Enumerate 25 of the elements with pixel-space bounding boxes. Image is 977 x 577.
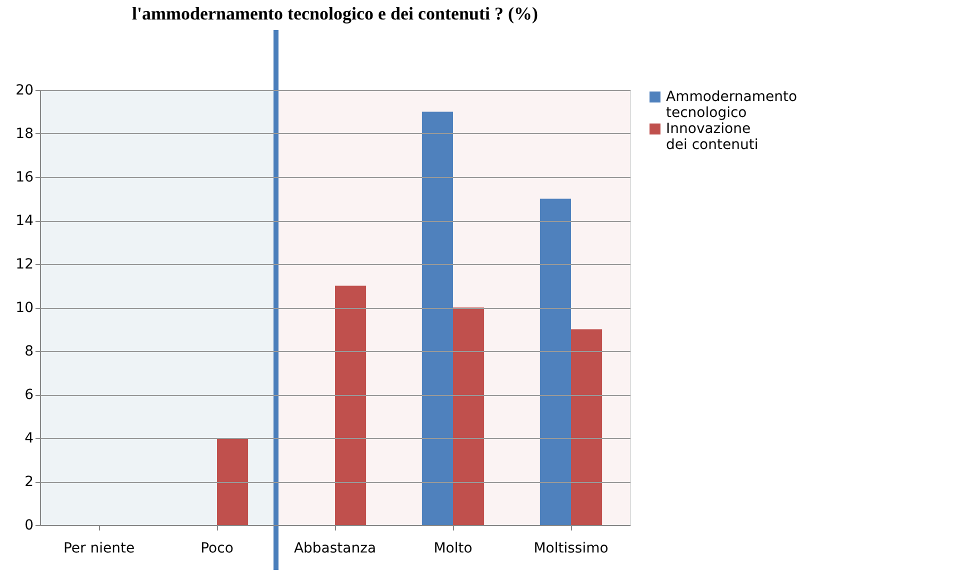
x-tick-label: Abbastanza [294,540,376,556]
y-tick-label: 14 [16,213,34,229]
bar [217,438,248,525]
legend-label: Innovazione dei contenuti [666,121,758,153]
x-tick-label: Per niente [63,540,135,556]
bar [335,286,366,525]
chart-title: l'ammodernamento tecnologico e dei contenuti ? (%) [132,4,538,24]
legend-label: Ammodernamento tecnologico [666,89,798,121]
y-tick-label: 20 [16,82,34,98]
y-tick-label: 6 [24,387,34,403]
bar [540,198,571,525]
y-tick-label: 18 [16,126,34,142]
x-tick-label: Poco [200,540,234,556]
bar [453,308,484,525]
y-tick-label: 0 [24,518,34,534]
y-tick-label: 10 [16,300,34,316]
y-tick-label: 8 [24,344,34,360]
y-tick-label: 4 [24,430,34,446]
y-tick-label: 12 [16,256,34,272]
y-tick-label: 2 [24,474,34,490]
bar [422,112,453,525]
x-tick-label: Molto [434,540,472,556]
y-tick-label: 16 [16,170,34,186]
bar [571,329,602,525]
x-tick-label: Moltissimo [534,540,608,556]
